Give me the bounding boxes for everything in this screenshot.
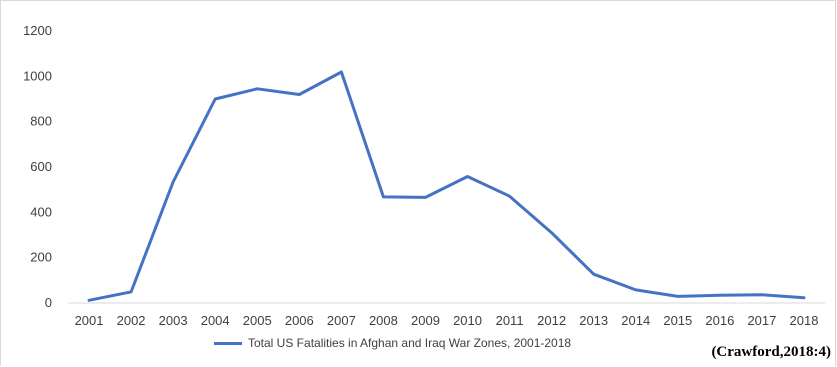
x-tick-label: 2005	[243, 313, 272, 328]
y-tick-label: 400	[30, 204, 52, 219]
x-tick-label: 2003	[159, 313, 188, 328]
legend-swatch	[214, 341, 242, 345]
source-citation: (Crawford,2018:4)	[711, 344, 831, 360]
legend: Total US Fatalities in Afghan and Iraq W…	[214, 336, 571, 350]
frame-left-border	[0, 0, 1, 366]
x-tick-label: 2011	[496, 313, 524, 328]
y-tick-label: 1200	[23, 23, 52, 38]
x-tick-label: 2012	[537, 313, 566, 328]
x-tick-label: 2001	[75, 313, 104, 328]
y-tick-label: 800	[30, 114, 52, 129]
series-lines	[87, 70, 806, 302]
y-tick-label: 600	[30, 159, 52, 174]
series-line	[87, 70, 806, 302]
x-tick-label: 2014	[621, 313, 650, 328]
x-tick-label: 2002	[117, 313, 146, 328]
frame-top-border	[0, 0, 836, 1]
x-tick-label: 2017	[747, 313, 776, 328]
y-tick-label: 1000	[23, 68, 52, 83]
legend-label: Total US Fatalities in Afghan and Iraq W…	[248, 336, 572, 350]
x-tick-label: 2018	[790, 313, 819, 328]
y-tick-label: 200	[30, 250, 52, 265]
frame-right-border	[835, 0, 836, 366]
x-tick-label: 2009	[411, 313, 440, 328]
x-tick-label: 2015	[663, 313, 692, 328]
x-tick-labels: 2001 2002 2003 2004 2005 2006 2007 2008 2009 2010…	[75, 313, 819, 328]
x-tick-label: 2008	[369, 313, 398, 328]
x-tick-label: 2013	[579, 313, 608, 328]
x-tick-label: 2006	[285, 313, 314, 328]
y-tick-label: 0	[45, 295, 52, 310]
x-tick-label: 2007	[327, 313, 356, 328]
x-tick-label: 2016	[705, 313, 734, 328]
x-tick-label: 2004	[201, 313, 230, 328]
y-tick-labels: 0 200 400 600 800 1000 1200	[23, 23, 52, 310]
x-tick-label: 2010	[453, 313, 482, 328]
